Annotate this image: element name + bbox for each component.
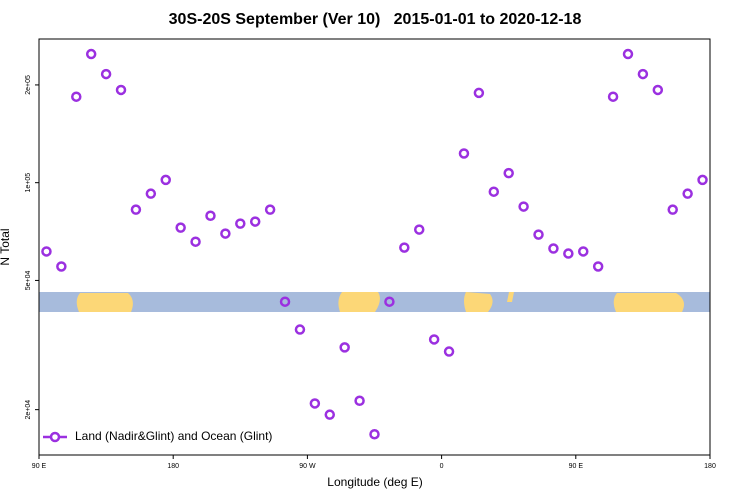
point [249,216,261,227]
x-axis-label: Longitude (deg E) [327,475,422,489]
point [667,204,678,215]
point [339,342,350,353]
point [145,188,157,199]
point [518,201,529,212]
point [354,395,365,407]
land [76,293,133,312]
legend-label: Land (Nadir&Glint) and Ocean (Glint) [75,429,272,443]
x-tick-label: 180 [704,463,716,470]
x-tick-label: 90 E [569,463,584,470]
land [338,292,380,312]
point [220,228,231,239]
point [473,87,485,99]
point [578,246,589,257]
chart-title: 30S-20S September (Ver 10) 2015-01-01 to… [169,11,582,28]
land [507,292,514,302]
point [413,224,425,235]
point [503,167,514,179]
x-tick-label: 90 W [299,463,316,470]
land [464,292,493,312]
point [175,222,186,233]
point [399,242,410,253]
point [85,48,97,60]
point [488,186,500,197]
point [384,296,395,307]
point [130,204,142,215]
point [682,188,693,199]
legend-marker [49,431,61,443]
point [622,48,634,60]
point [324,409,336,420]
y-tick-label: 5e+04 [25,270,32,290]
point [309,398,321,409]
point [369,428,380,440]
map-strip [39,292,710,312]
point [41,246,52,257]
point [279,296,291,307]
point [428,334,440,345]
point [637,68,649,80]
point [652,84,664,96]
x-tick-label: 0 [440,463,444,470]
point [235,218,246,229]
point [190,236,201,247]
x-tick-label: 180 [167,463,179,470]
point [56,261,67,272]
point [205,210,216,221]
point [160,174,171,186]
point [115,84,127,96]
y-tick-label: 2e+04 [25,400,32,420]
point [697,174,708,186]
land [613,293,684,312]
y-tick-label: 2e+05 [25,75,32,95]
point [563,248,574,259]
point [294,324,306,335]
y-tick-label: 1e+05 [25,173,32,193]
point [71,91,82,102]
point [592,261,604,272]
point [443,346,455,357]
point [100,68,112,80]
point [264,204,276,215]
y-axis-label: N Total [0,228,12,265]
x-tick-label: 90 E [32,463,47,470]
plot-frame [38,38,711,456]
point [607,91,619,102]
point [458,148,470,159]
point [533,229,544,240]
point [548,243,559,254]
